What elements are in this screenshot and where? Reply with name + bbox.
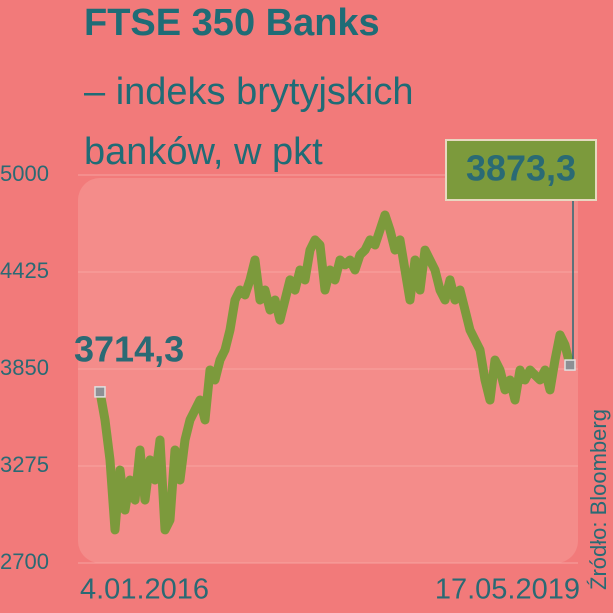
value-label: 3873,3	[466, 148, 576, 189]
x-tick-label: 4.01.2016	[80, 574, 209, 606]
point-marker	[564, 359, 576, 371]
source: Źródło: Bloomberg	[586, 409, 611, 590]
chart-subtitle: – indeks brytyjskich banków, w pkt	[84, 71, 414, 173]
x-tick-label: 17.05.2019	[435, 574, 580, 606]
y-tick-label: 3275	[0, 452, 49, 477]
y-tick-label: 3850	[0, 355, 49, 380]
y-tick-label: 2700	[0, 549, 49, 574]
y-tick-label: 5000	[0, 161, 49, 186]
point-marker	[94, 386, 106, 398]
chart-title: FTSE 350 Banks	[84, 2, 380, 44]
plot-area	[78, 178, 578, 563]
line	[95, 210, 575, 535]
value-label-box	[445, 139, 597, 201]
y-tick-label: 4425	[0, 258, 49, 283]
value-label: 3714,3	[74, 328, 184, 369]
